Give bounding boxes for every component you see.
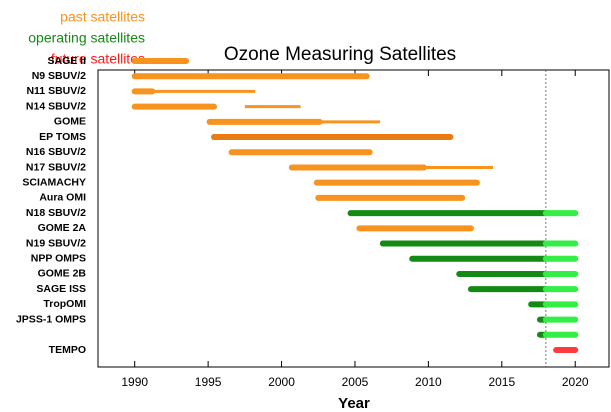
x-tick-label: 2020 — [562, 375, 589, 389]
row-label: TEMPO — [49, 344, 86, 356]
row-label: N11 SBUV/2 — [26, 85, 86, 97]
row-label: Aura OMI — [39, 192, 86, 204]
row-label: JPSS-1 OMPS — [16, 313, 86, 325]
row-label: TropOMI — [43, 298, 86, 310]
row-label: GOME — [54, 116, 86, 128]
x-tick-label: 2005 — [342, 375, 369, 389]
plot-frame — [97, 69, 610, 368]
chart-title: Ozone Measuring Satellites — [224, 44, 456, 65]
x-tick-label: 1990 — [121, 375, 148, 389]
row-label: GOME 2B — [38, 268, 87, 280]
x-axis-label: Year — [338, 395, 370, 412]
row-label: SAGE ISS — [36, 283, 86, 295]
row-label: N16 SBUV/2 — [26, 146, 86, 158]
row-label: N18 SBUV/2 — [26, 207, 86, 219]
legend-entry: past satellites — [60, 9, 145, 25]
row-label: EP TOMS — [39, 131, 86, 143]
row-label: N19 SBUV/2 — [26, 237, 86, 249]
row-label: N14 SBUV/2 — [26, 100, 86, 112]
row-label: SCIAMACHY — [22, 176, 86, 188]
row-label: GOME 2A — [38, 222, 87, 234]
legend-entry: operating satellites — [28, 30, 145, 46]
x-tick-label: 2015 — [488, 375, 515, 389]
row-label: N17 SBUV/2 — [26, 161, 86, 173]
row-label: NPP OMPS — [31, 253, 86, 265]
row-label: SAGE II — [47, 55, 86, 67]
legend-entry: future satellites — [51, 51, 145, 67]
x-tick-label: 1995 — [195, 375, 222, 389]
x-tick-label: 2010 — [415, 375, 442, 389]
row-label: N9 SBUV/2 — [32, 70, 86, 82]
x-tick-label: 2000 — [268, 375, 295, 389]
